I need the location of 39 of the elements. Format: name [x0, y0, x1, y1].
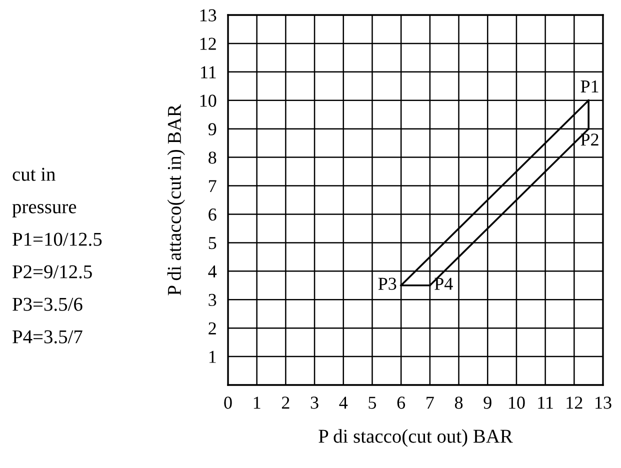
y-tick-label: 2: [208, 322, 216, 334]
text: P3=3.5/6: [12, 298, 82, 311]
x-tick-label: 3: [310, 396, 318, 409]
y-tick-label: 4: [208, 266, 217, 278]
y-tick-label: 11: [201, 66, 216, 78]
y-axis-title: P di attacco(cut in) BAR: [167, 104, 185, 296]
text: P1=10/12.5: [12, 232, 102, 246]
y-tick-label: 5: [208, 237, 216, 250]
x-axis-title: P di stacco(cut out) BAR: [318, 429, 513, 447]
y-tick-label: 8: [208, 152, 216, 164]
y-tick-label: 1: [209, 350, 216, 363]
text: cut in: [12, 168, 56, 181]
x-tick-label: 11: [538, 396, 553, 409]
x-tick-label: 13: [596, 396, 612, 409]
annotation: P2: [580, 134, 598, 146]
text: pressure: [12, 204, 76, 218]
x-tick-label: 10: [509, 396, 525, 409]
x-tick-label: 12: [566, 396, 582, 409]
y-tick-label: 12: [200, 38, 216, 50]
x-tick-label: 1: [254, 396, 260, 409]
x-tick-label: 8: [454, 396, 463, 409]
x-tick-label: 7: [426, 396, 434, 409]
x-tick-label: 2: [282, 396, 290, 409]
x-tick-label: 9: [484, 396, 492, 409]
y-tick-label: 7: [209, 180, 216, 192]
text: P2=9/12.5: [12, 265, 92, 278]
x-tick-label: 4: [339, 396, 348, 409]
annotation: P4: [434, 278, 453, 290]
x-tick-label: 5: [368, 396, 376, 409]
annotation: P3: [378, 278, 396, 290]
y-tick-label: 13: [200, 9, 216, 22]
y-tick-label: 9: [208, 123, 216, 136]
y-tick-label: 3: [208, 294, 216, 306]
y-tick-label: 6: [208, 208, 216, 221]
text: P4=3.5/7: [12, 330, 82, 344]
x-tick-label: 6: [397, 396, 406, 409]
annotation: P1: [580, 80, 598, 92]
y-tick-label: 10: [200, 94, 216, 107]
x-tick-label: 0: [224, 396, 232, 409]
